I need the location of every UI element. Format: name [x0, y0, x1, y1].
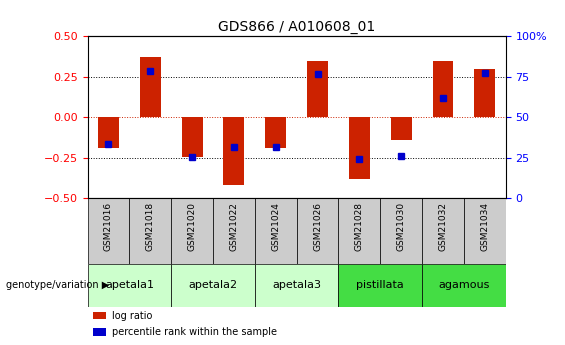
Text: GSM21028: GSM21028: [355, 201, 364, 251]
Bar: [475, 69, 496, 117]
Text: apetala1: apetala1: [105, 280, 154, 290]
Text: apetala3: apetala3: [272, 280, 321, 290]
Bar: [266, 117, 286, 148]
Text: percentile rank within the sample: percentile rank within the sample: [112, 327, 277, 337]
Bar: [391, 117, 412, 140]
Text: GSM21018: GSM21018: [146, 201, 155, 251]
Text: GSM21026: GSM21026: [313, 201, 322, 251]
Text: pistillata: pistillata: [357, 280, 404, 290]
Bar: [88, 264, 171, 307]
Bar: [297, 198, 338, 264]
Bar: [422, 264, 506, 307]
Bar: [307, 61, 328, 117]
Bar: [140, 57, 161, 117]
Bar: [422, 198, 464, 264]
Bar: [88, 198, 129, 264]
Text: genotype/variation ▶: genotype/variation ▶: [6, 280, 109, 290]
Bar: [380, 198, 422, 264]
Bar: [338, 198, 380, 264]
Text: GSM21024: GSM21024: [271, 201, 280, 250]
Bar: [182, 117, 202, 157]
Bar: [171, 264, 255, 307]
Title: GDS866 / A010608_01: GDS866 / A010608_01: [218, 20, 375, 34]
Text: log ratio: log ratio: [112, 311, 153, 321]
Text: agamous: agamous: [438, 280, 489, 290]
Bar: [255, 198, 297, 264]
Bar: [433, 61, 453, 117]
Bar: [338, 264, 422, 307]
Text: GSM21020: GSM21020: [188, 201, 197, 251]
Text: GSM21032: GSM21032: [438, 201, 447, 251]
Text: GSM21016: GSM21016: [104, 201, 113, 251]
Bar: [213, 198, 255, 264]
Bar: [98, 117, 119, 148]
Text: GSM21034: GSM21034: [480, 201, 489, 251]
Text: GSM21030: GSM21030: [397, 201, 406, 251]
Bar: [171, 198, 213, 264]
Bar: [224, 117, 244, 185]
Bar: [129, 198, 171, 264]
Text: GSM21022: GSM21022: [229, 201, 238, 250]
Bar: [349, 117, 370, 179]
Text: apetala2: apetala2: [189, 280, 237, 290]
Bar: [255, 264, 338, 307]
Bar: [464, 198, 506, 264]
